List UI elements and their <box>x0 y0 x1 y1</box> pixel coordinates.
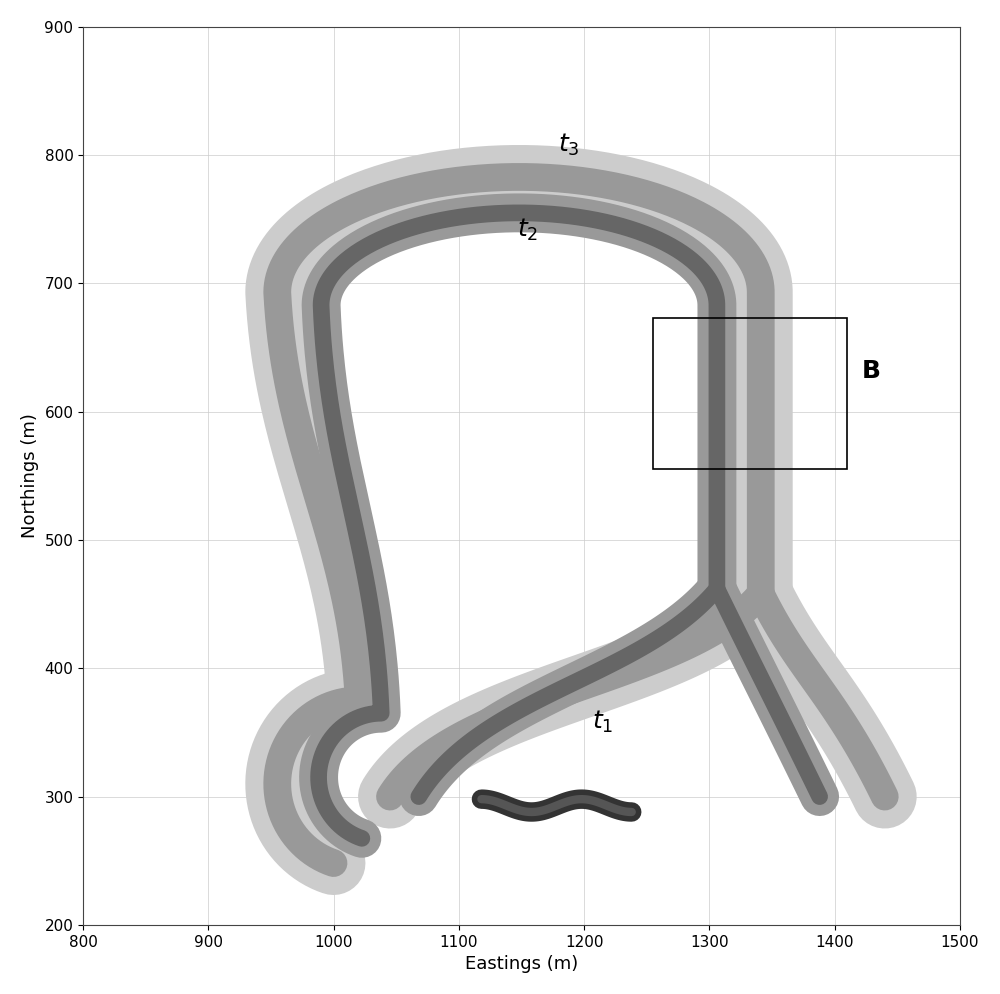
Y-axis label: Northings (m): Northings (m) <box>21 414 39 539</box>
X-axis label: Eastings (m): Eastings (m) <box>465 955 578 973</box>
Text: $\mathit{t}_1$: $\mathit{t}_1$ <box>592 709 614 736</box>
Text: B: B <box>862 359 881 383</box>
Text: $\mathit{t}_2$: $\mathit{t}_2$ <box>517 217 538 243</box>
Bar <box>653 318 847 469</box>
Text: $\mathit{t}_3$: $\mathit{t}_3$ <box>558 132 580 158</box>
